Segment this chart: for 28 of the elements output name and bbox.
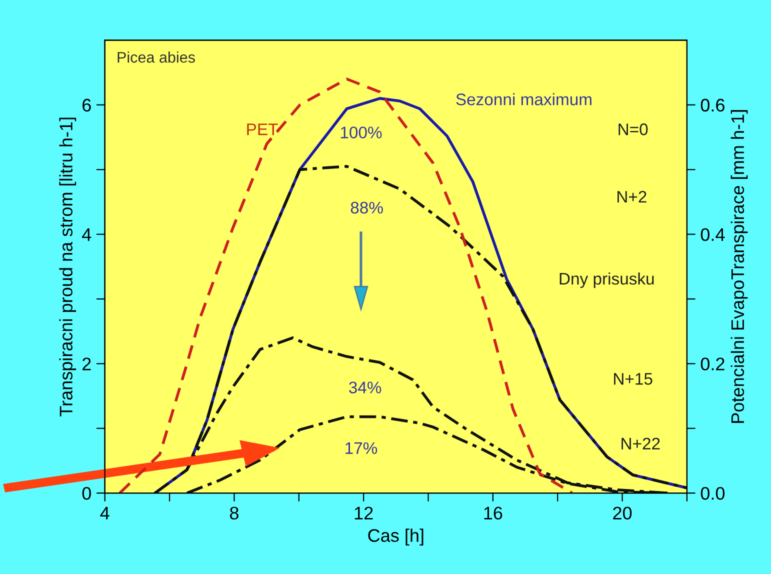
y2-tick-label: 0.0 (700, 487, 725, 500)
y-axis-title: Transpiracni proud na strom [litru h-1] (59, 118, 76, 416)
annotation: 17% (346, 442, 378, 454)
annotation: N+2 (618, 190, 646, 203)
y-tick-label: 0 (82, 487, 91, 500)
x-tick-label: 20 (613, 506, 632, 520)
x-tick-label: 12 (354, 506, 373, 520)
annotation: Sezonni maximum (456, 93, 592, 106)
y-tick-label: 2 (82, 358, 91, 370)
y-tick-label: 6 (82, 98, 91, 112)
y2-tick-label: 0.4 (700, 228, 725, 241)
x-tick-label: 4 (100, 506, 110, 520)
annotation: N+15 (614, 373, 652, 385)
annotation: PET (247, 124, 278, 136)
annotation: Dny prisusku (560, 272, 654, 288)
y2-tick-label: 0.2 (700, 358, 724, 370)
x-tick-label: 8 (230, 506, 238, 520)
text: Picea abies (118, 52, 195, 63)
annotation: 34% (349, 382, 382, 394)
y-tick-label: 4 (82, 228, 92, 241)
annotation: N=0 (618, 123, 648, 136)
annotation: N+22 (622, 438, 660, 450)
y2-tick-label: 0.6 (700, 98, 724, 112)
annotation: 88% (350, 202, 383, 214)
annotation: 100% (340, 126, 382, 138)
y2-axis-title: Potencialni EvapoTranspirace [mm h-1] (730, 110, 748, 423)
x-tick-label: 16 (484, 506, 502, 520)
x-axis-title: Cas [h] (368, 528, 424, 546)
